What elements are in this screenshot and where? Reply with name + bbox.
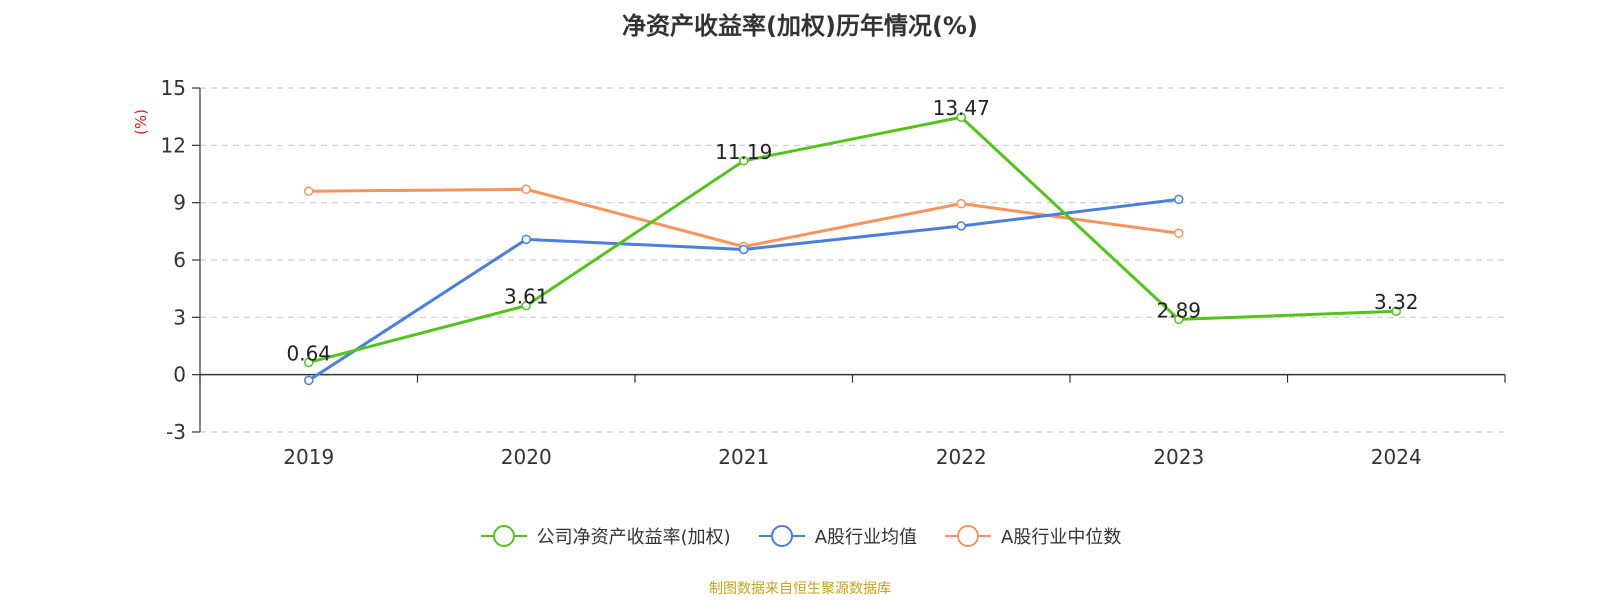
data-label: 0.64 <box>286 341 331 365</box>
data-point <box>304 357 314 368</box>
data-point <box>1174 314 1184 325</box>
legend-swatch <box>758 525 805 547</box>
x-tick-label: 2020 <box>501 445 552 469</box>
data-point <box>956 112 966 122</box>
y-tick-label: 15 <box>161 76 186 100</box>
data-label: 3.32 <box>1374 290 1419 314</box>
data-label: 3.61 <box>504 285 549 309</box>
legend-item-2[interactable]: A股行业中位数 <box>943 523 1121 549</box>
data-point <box>739 156 749 166</box>
series-line-1 <box>307 197 1179 382</box>
line-chart: -3 0 3 6 9 12 15 (%) 2019 2020 2021 2022 2023 2024 0.6… <box>132 76 1506 469</box>
y-tick-label: -3 <box>166 420 186 444</box>
data-point <box>956 221 966 231</box>
legend-item-1[interactable]: A股行业均值 <box>757 523 917 549</box>
y-tick-label: 12 <box>161 133 186 157</box>
data-label: 2.89 <box>1156 298 1201 322</box>
legend-label: A股行业均值 <box>814 527 918 548</box>
y-tick-label: 9 <box>173 191 186 215</box>
y-tick-label: 0 <box>173 363 186 387</box>
x-tick-label: 2024 <box>1371 445 1422 469</box>
legend-label: A股行业中位数 <box>1001 527 1122 548</box>
data-point <box>956 198 966 209</box>
data-point <box>1174 228 1184 238</box>
chart-legend: 公司净资产收益率(加权) A股行业均值 A股行业中位数 <box>0 523 1600 549</box>
data-label: 11.19 <box>715 140 772 164</box>
y-tick-label: 3 <box>173 305 186 329</box>
y-axis-title: (%) <box>132 109 150 135</box>
data-point <box>1391 306 1401 316</box>
x-tick-label: 2019 <box>283 445 334 469</box>
data-point <box>304 375 314 386</box>
legend-label: 公司净资产收益率(加权) <box>536 527 731 548</box>
data-point <box>521 184 531 195</box>
legend-swatch <box>480 525 527 547</box>
data-label: 13.47 <box>933 96 990 120</box>
data-point <box>1174 194 1184 205</box>
data-point <box>739 244 749 255</box>
data-point <box>521 300 531 311</box>
source-note: 制图数据来自恒生聚源数据库 <box>709 581 891 597</box>
legend-swatch <box>945 525 992 547</box>
legend-item-0[interactable]: 公司净资产收益率(加权) <box>479 523 731 549</box>
data-point <box>521 234 531 245</box>
x-tick-label: 2021 <box>718 445 769 469</box>
y-tick-label: 6 <box>173 248 186 272</box>
data-point <box>304 186 314 196</box>
series-line-0 <box>308 115 1397 364</box>
x-tick-label: 2022 <box>936 445 987 469</box>
chart-title: 净资产收益率(加权)历年情况(%) <box>622 12 978 40</box>
x-tick-label: 2023 <box>1153 445 1204 469</box>
